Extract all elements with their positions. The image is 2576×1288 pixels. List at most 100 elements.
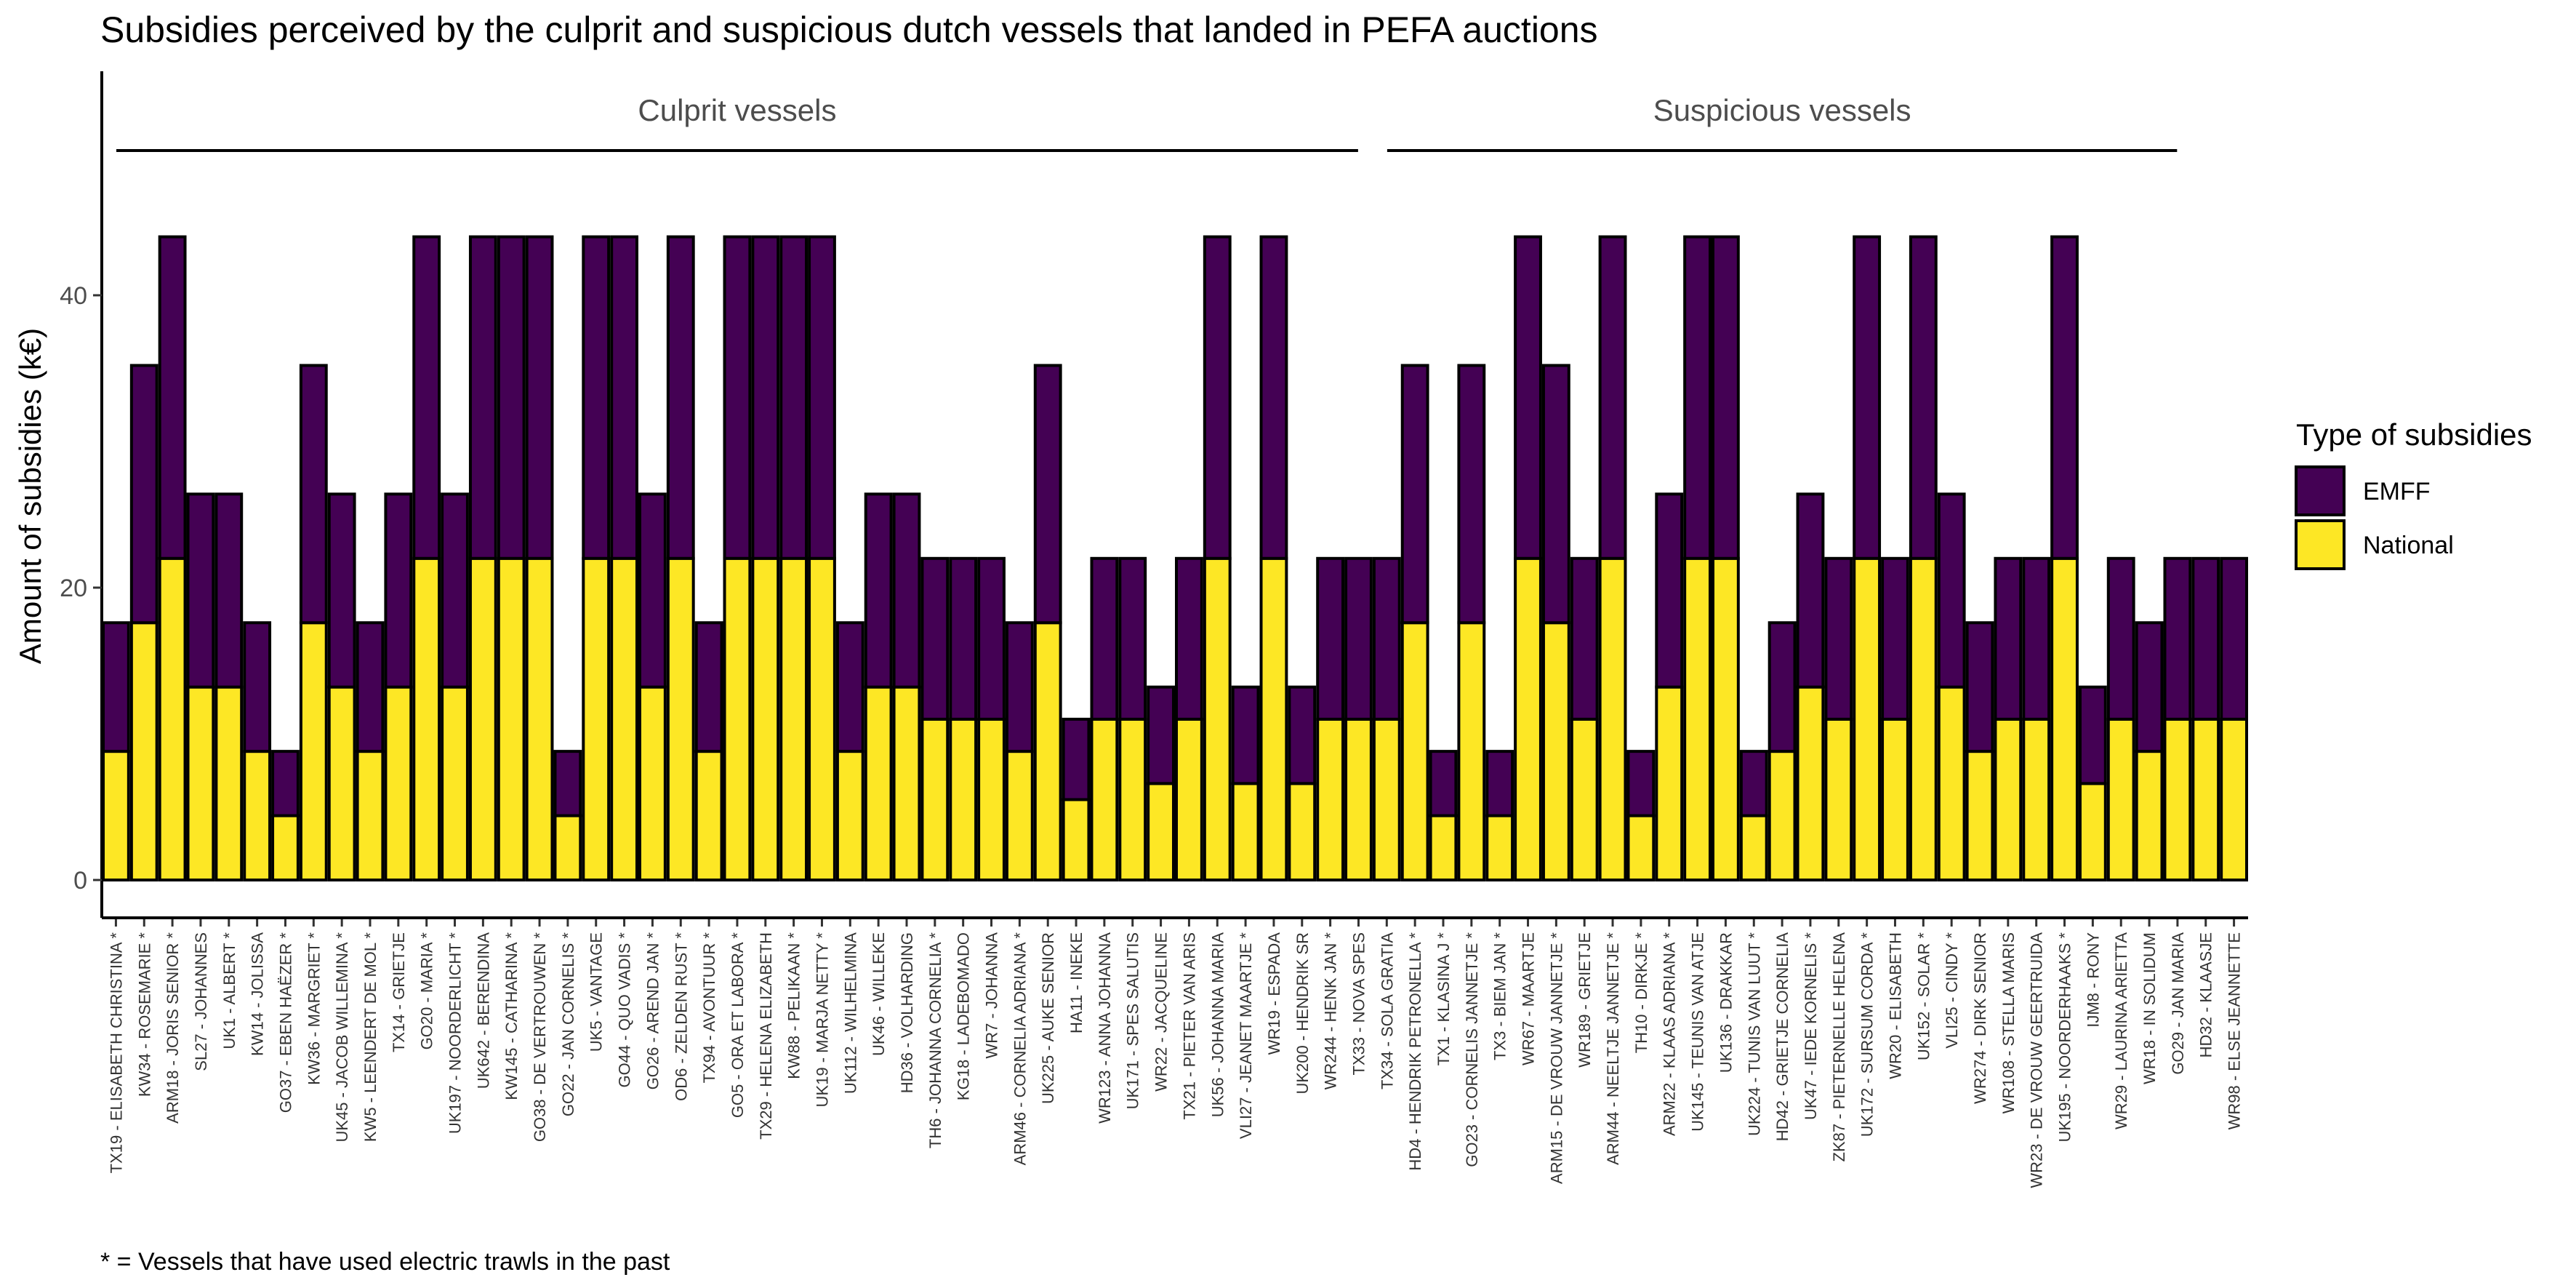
bar-emff (779, 235, 808, 560)
bar-emff (2191, 556, 2220, 721)
bar-emff (1316, 556, 1345, 721)
bar-national (158, 556, 187, 881)
bar-national (327, 685, 356, 881)
bar-emff (243, 621, 272, 753)
bar-national (2220, 717, 2249, 882)
x-tick-label: UK1 - ALBERT * (220, 932, 238, 1049)
x-tick-label: HD42 - GRIETJE CORNELIA (1773, 932, 1791, 1142)
bar-emff (1909, 235, 1938, 560)
bar-emff (129, 364, 159, 625)
x-tick-label: HD32 - KLAASJE (2197, 932, 2215, 1057)
bar-national (441, 685, 469, 881)
x-tick-label: WR29 - LAURINA ARIETTA (2112, 932, 2130, 1129)
bar-national (751, 556, 780, 881)
bar-national (1541, 621, 1570, 881)
x-tick-label: SL27 - JOHANNES (192, 932, 210, 1071)
legend-title: Type of subsidies (2296, 417, 2532, 452)
bar-emff (327, 492, 356, 689)
bar-national (977, 717, 1006, 882)
bar-national (1288, 782, 1317, 881)
x-tick-label: WR98 - ELSE JEANNETTE (2226, 932, 2244, 1129)
bar-national (299, 621, 328, 881)
bar-national (1118, 717, 1147, 882)
bar-emff (553, 750, 582, 817)
bar-national (864, 685, 893, 881)
bar-national (412, 556, 441, 881)
bar-emff (2050, 235, 2079, 560)
bar-national (2022, 717, 2051, 882)
bar-emff (949, 556, 978, 721)
x-tick-label: UK225 - AUKE SENIOR (1039, 932, 1057, 1104)
bar-emff (1853, 235, 1882, 560)
bar-emff (1881, 556, 1909, 721)
legend-label: EMFF (2363, 478, 2431, 505)
bar-emff (1598, 235, 1627, 560)
bar-emff (1824, 556, 1853, 721)
x-tick-label: UK224 - TUNIS VAN LUUT * (1745, 932, 1763, 1136)
bar-emff (1683, 235, 1712, 560)
x-tick-label: GO26 - AREND JAN * (643, 932, 662, 1090)
x-tick-label: TX19 - ELISABETH CHRISTINA * (107, 932, 125, 1174)
bar-emff (299, 364, 328, 625)
bar-emff (666, 235, 695, 560)
bar-emff (1739, 750, 1768, 817)
bar-emff (1712, 235, 1740, 560)
x-tick-label: WR123 - ANNA JOHANNA (1096, 932, 1114, 1124)
x-tick-label: WR7 - JOHANNA (983, 932, 1001, 1059)
x-tick-label: HD36 - VOLHARDING (898, 932, 916, 1093)
bar-national (2135, 750, 2164, 881)
y-axis: 0 20 40 (60, 282, 102, 895)
bar-national (1372, 717, 1401, 882)
bar-national (1429, 814, 1458, 882)
legend-swatch (2295, 519, 2346, 570)
x-tick-label: GO23 - CORNELIS JANNETJE * (1463, 932, 1481, 1167)
bar-emff (1937, 492, 1966, 689)
bar-national (525, 556, 554, 881)
bar-emff (751, 235, 780, 560)
bar-national (1231, 782, 1260, 881)
bar-emff (1372, 556, 1401, 721)
bar-national (271, 814, 300, 882)
bar-national (638, 685, 667, 881)
bar-national (1344, 717, 1373, 882)
bar-emff (412, 235, 441, 560)
bar-emff (1965, 621, 1994, 753)
bar-national (186, 685, 215, 881)
x-tick-label: KW34 - ROSEMARIE * (135, 932, 153, 1097)
bar-emff (1485, 750, 1514, 817)
bar-national (102, 750, 130, 881)
bar-national (129, 621, 159, 881)
bar-emff (1231, 685, 1260, 785)
bar-national (779, 556, 808, 881)
x-tick-label: WR20 - ELISABETH (1886, 932, 1904, 1079)
bar-emff (1033, 364, 1062, 625)
x-tick-label: WR22 - JACQUELINE (1152, 932, 1171, 1092)
y-tick-label: 20 (60, 575, 87, 602)
x-tick-label: UK200 - HENDRIK SR (1293, 932, 1312, 1095)
x-tick-label: GO38 - DE VERTROUWEN * (531, 932, 549, 1143)
bar-national (1598, 556, 1627, 881)
bar-national (553, 814, 582, 882)
bar-national (835, 750, 864, 881)
x-tick-label: GO37 - EBEN HAËZER * (276, 932, 294, 1113)
x-tick-label: KW36 - MARGRIET * (305, 932, 323, 1085)
bar-national (1033, 621, 1062, 881)
bar-emff (694, 621, 723, 753)
bar-emff (610, 235, 639, 560)
bar-emff (1005, 621, 1034, 753)
bar-national (1062, 798, 1091, 881)
x-tick-label: WR244 - HENK JAN * (1322, 932, 1340, 1090)
x-tick-label: VLI25 - CINDY * (1943, 932, 1961, 1049)
x-tick-label: GO22 - JAN CORNELIS * (559, 932, 577, 1117)
x-tick-label: GO5 - ORA ET LABORA * (729, 932, 747, 1119)
group-label: Suspicious vessels (1653, 93, 1911, 127)
bar-national (1147, 782, 1175, 881)
bar-national (1683, 556, 1712, 881)
bar-national (808, 556, 836, 881)
bar-national (949, 717, 978, 882)
x-tick-label: TX33 - NOVA SPES (1349, 932, 1368, 1075)
x-tick-label: UK136 - DRAKKAR (1717, 932, 1735, 1073)
bar-national (1824, 717, 1853, 882)
group-label: Culprit vessels (638, 93, 836, 127)
bar-national (2078, 782, 2107, 881)
